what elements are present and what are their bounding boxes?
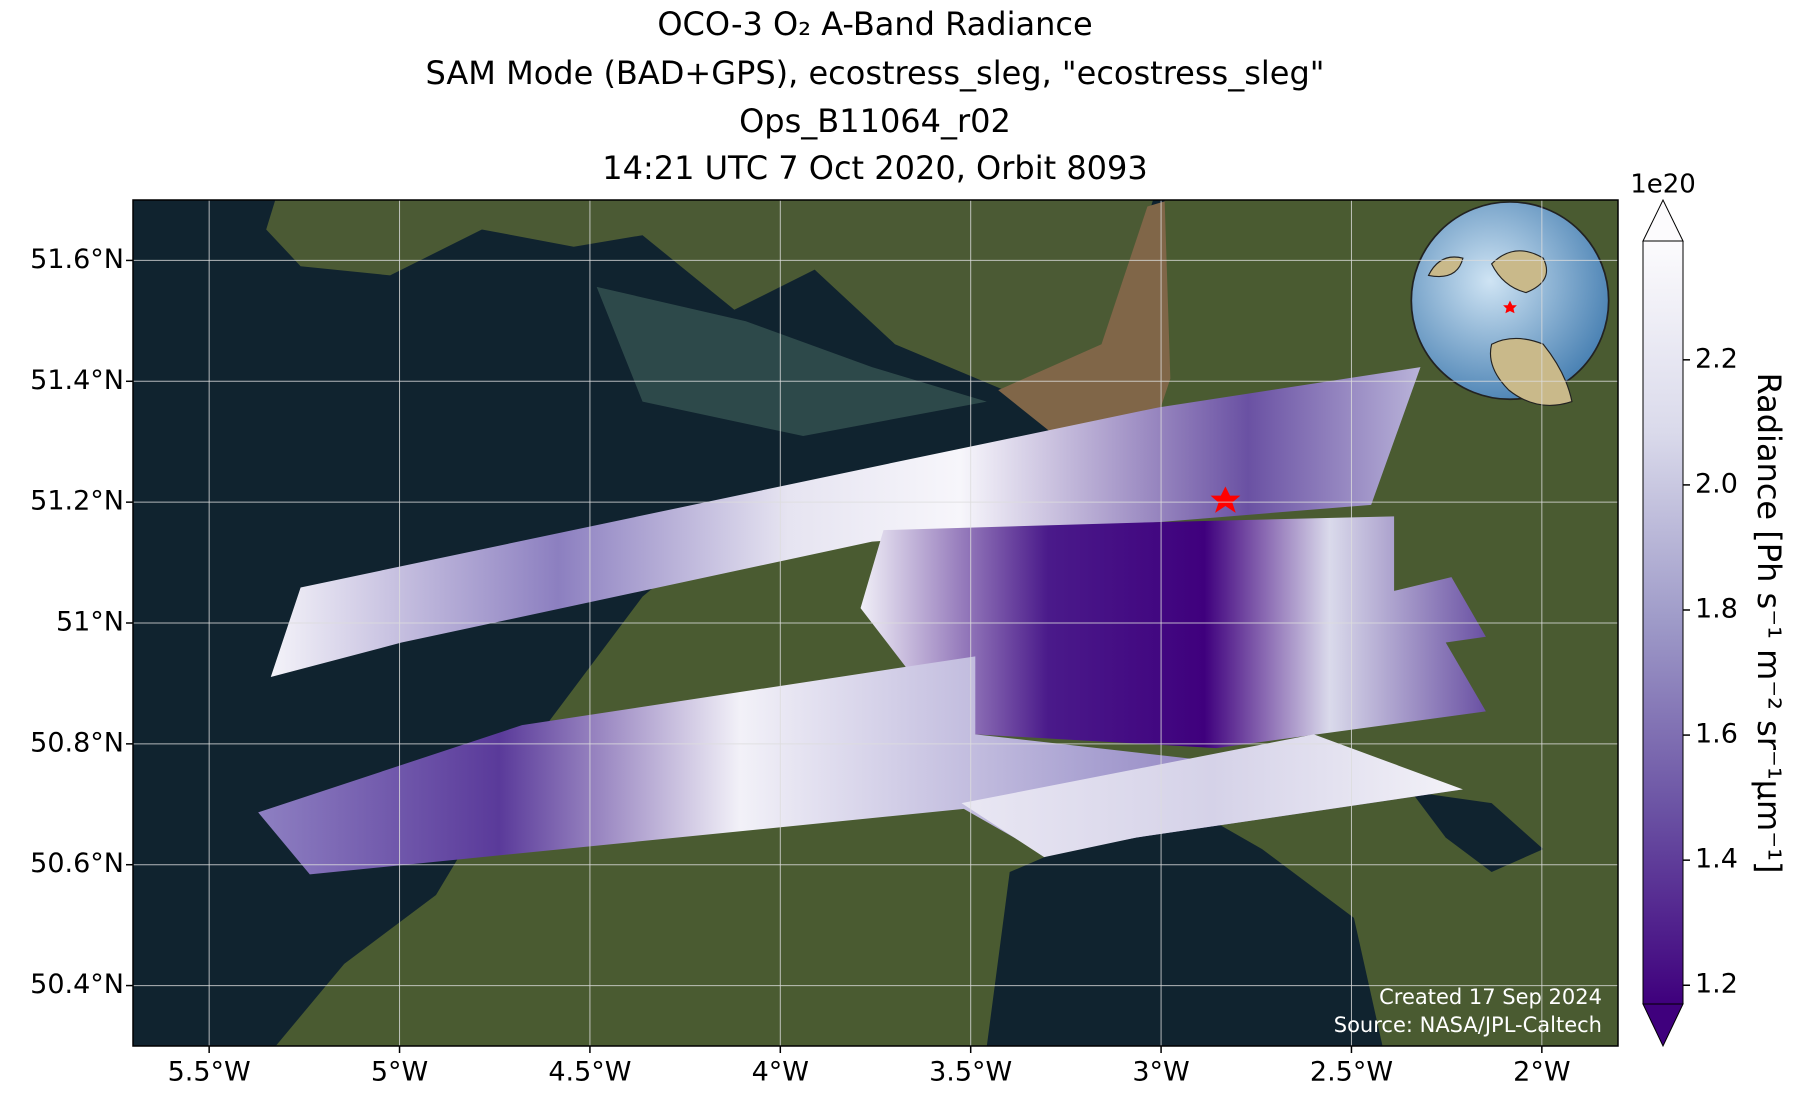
colorbar-tick-label: 2.0 bbox=[1695, 468, 1738, 499]
swath bbox=[270, 367, 1421, 677]
y-tick-label: 50.4°N bbox=[30, 969, 124, 1000]
colorbar-tick-label: 1.4 bbox=[1695, 844, 1738, 875]
y-tick-label: 51.4°N bbox=[30, 365, 124, 396]
y-tick-label: 51°N bbox=[56, 607, 124, 638]
colorbar-body bbox=[1643, 241, 1683, 1004]
map-layer bbox=[133, 200, 1618, 1046]
title-line: 14:21 UTC 7 Oct 2020, Orbit 8093 bbox=[602, 149, 1148, 187]
sediment bbox=[596, 286, 987, 437]
globe-land bbox=[1427, 250, 1573, 406]
globe-star bbox=[1503, 300, 1517, 314]
colorbar-tick-label: 1.2 bbox=[1695, 969, 1738, 1000]
x-tick-label: 5.5°W bbox=[168, 1057, 251, 1088]
colorbar-exponent: 1e20 bbox=[1630, 170, 1696, 200]
title-line: OCO-3 O₂ A-Band Radiance bbox=[657, 5, 1092, 43]
x-tick-label: 4.5°W bbox=[548, 1057, 631, 1088]
swath bbox=[860, 516, 1486, 749]
estuary bbox=[998, 200, 1182, 437]
colorbar-extend-bottom bbox=[1642, 1003, 1684, 1048]
grid bbox=[133, 200, 1618, 1046]
bay bbox=[1411, 791, 1544, 873]
y-tick-label: 51.2°N bbox=[30, 486, 124, 517]
site-star bbox=[1210, 486, 1241, 513]
y-tick-label: 51.6°N bbox=[30, 244, 124, 275]
y-tick-label: 50.6°N bbox=[30, 848, 124, 879]
colorbar-label: Radiance [Ph s⁻¹ m⁻² sr⁻¹μm⁻¹] bbox=[1750, 373, 1788, 874]
land-wales bbox=[266, 200, 1154, 393]
title-line: SAM Mode (BAD+GPS), ecostress_sleg, "eco… bbox=[426, 54, 1325, 92]
x-tick-label: 5°W bbox=[371, 1057, 428, 1088]
x-tick-label: 3°W bbox=[1132, 1057, 1189, 1088]
swaths bbox=[258, 201, 1610, 875]
credit: Source: NASA/JPL-Caltech bbox=[1334, 1013, 1602, 1037]
colorbar-outline bbox=[1642, 241, 1684, 1005]
x-tick-label: 3.5°W bbox=[929, 1057, 1012, 1088]
x-tick-label: 2.5°W bbox=[1310, 1057, 1393, 1088]
colorbar-tick-label: 1.6 bbox=[1695, 719, 1738, 750]
credit: Created 17 Sep 2024 bbox=[1379, 985, 1602, 1009]
title-line: Ops_B11064_r02 bbox=[739, 102, 1011, 140]
swath bbox=[961, 734, 1463, 858]
colorbar-extend-top bbox=[1642, 198, 1684, 242]
colorbar-tick-label: 2.2 bbox=[1695, 343, 1738, 374]
colorbar: 1.2 1.4 1.6 1.8 2.0 2.2 bbox=[1642, 198, 1738, 1048]
y-tick-label: 50.8°N bbox=[30, 727, 124, 758]
x-tick-label: 2°W bbox=[1513, 1057, 1570, 1088]
x-tick-label: 4°W bbox=[752, 1057, 809, 1088]
colorbar-tick-label: 1.8 bbox=[1695, 593, 1738, 624]
